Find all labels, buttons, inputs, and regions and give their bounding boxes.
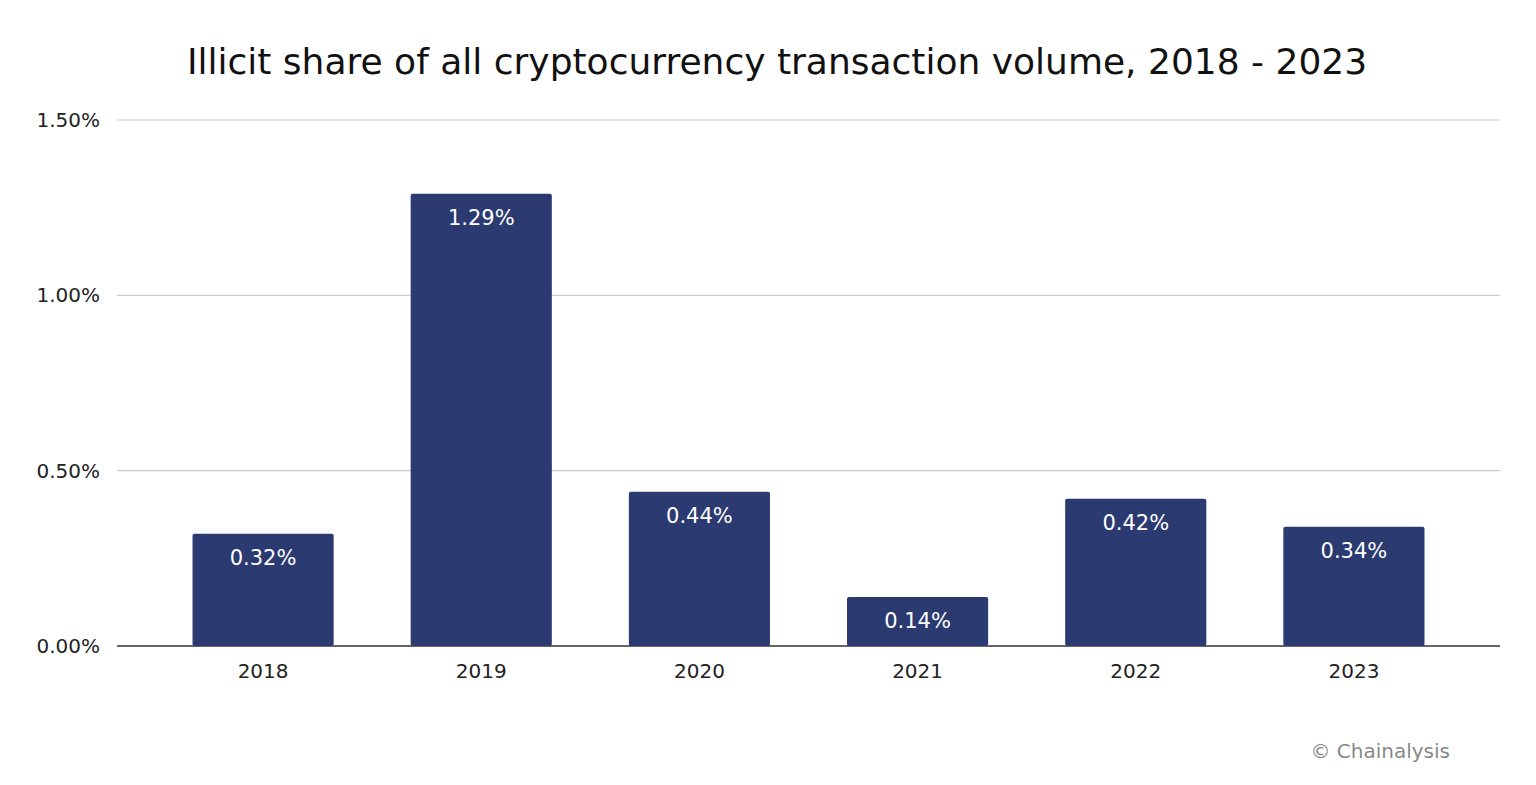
bar [847, 597, 988, 646]
bar [411, 194, 552, 646]
x-tick-label: 2021 [892, 659, 943, 683]
data-label: 0.44% [666, 504, 733, 528]
y-tick-label: 0.00% [36, 634, 100, 658]
labels: 0.32% 1.29% 0.44% 0.14% 0.42% 0.34% [230, 206, 1388, 633]
x-tick-label: 2018 [238, 659, 289, 683]
x-tick-label: 2020 [674, 659, 725, 683]
x-tick-label: 2023 [1328, 659, 1379, 683]
source: © Chainalysis [1310, 739, 1450, 763]
y-tick-label: 1.50% [36, 108, 100, 132]
bar [193, 534, 334, 646]
chart-container: Illicit share of all cryptocurrency tran… [0, 0, 1536, 785]
chart-svg: Illicit share of all cryptocurrency tran… [0, 0, 1536, 785]
x-tick-label: 2019 [456, 659, 507, 683]
bar [1065, 499, 1206, 646]
y-tick-label: 1.00% [36, 283, 100, 307]
data-label: 0.14% [884, 609, 951, 633]
data-label: 0.32% [230, 546, 297, 570]
grid-line [117, 295, 1500, 296]
bar [1283, 527, 1424, 646]
y-tick-label: 0.50% [36, 459, 100, 483]
bar [629, 492, 770, 646]
bars [193, 194, 1425, 646]
grid-line [117, 470, 1500, 471]
data-label: 0.34% [1321, 539, 1388, 563]
data-label: 1.29% [448, 206, 515, 230]
title: Illicit share of all cryptocurrency tran… [187, 41, 1367, 82]
grid-line [117, 119, 1500, 120]
data-label: 0.42% [1102, 511, 1169, 535]
grid [117, 120, 1500, 646]
x-tick-label: 2022 [1110, 659, 1161, 683]
